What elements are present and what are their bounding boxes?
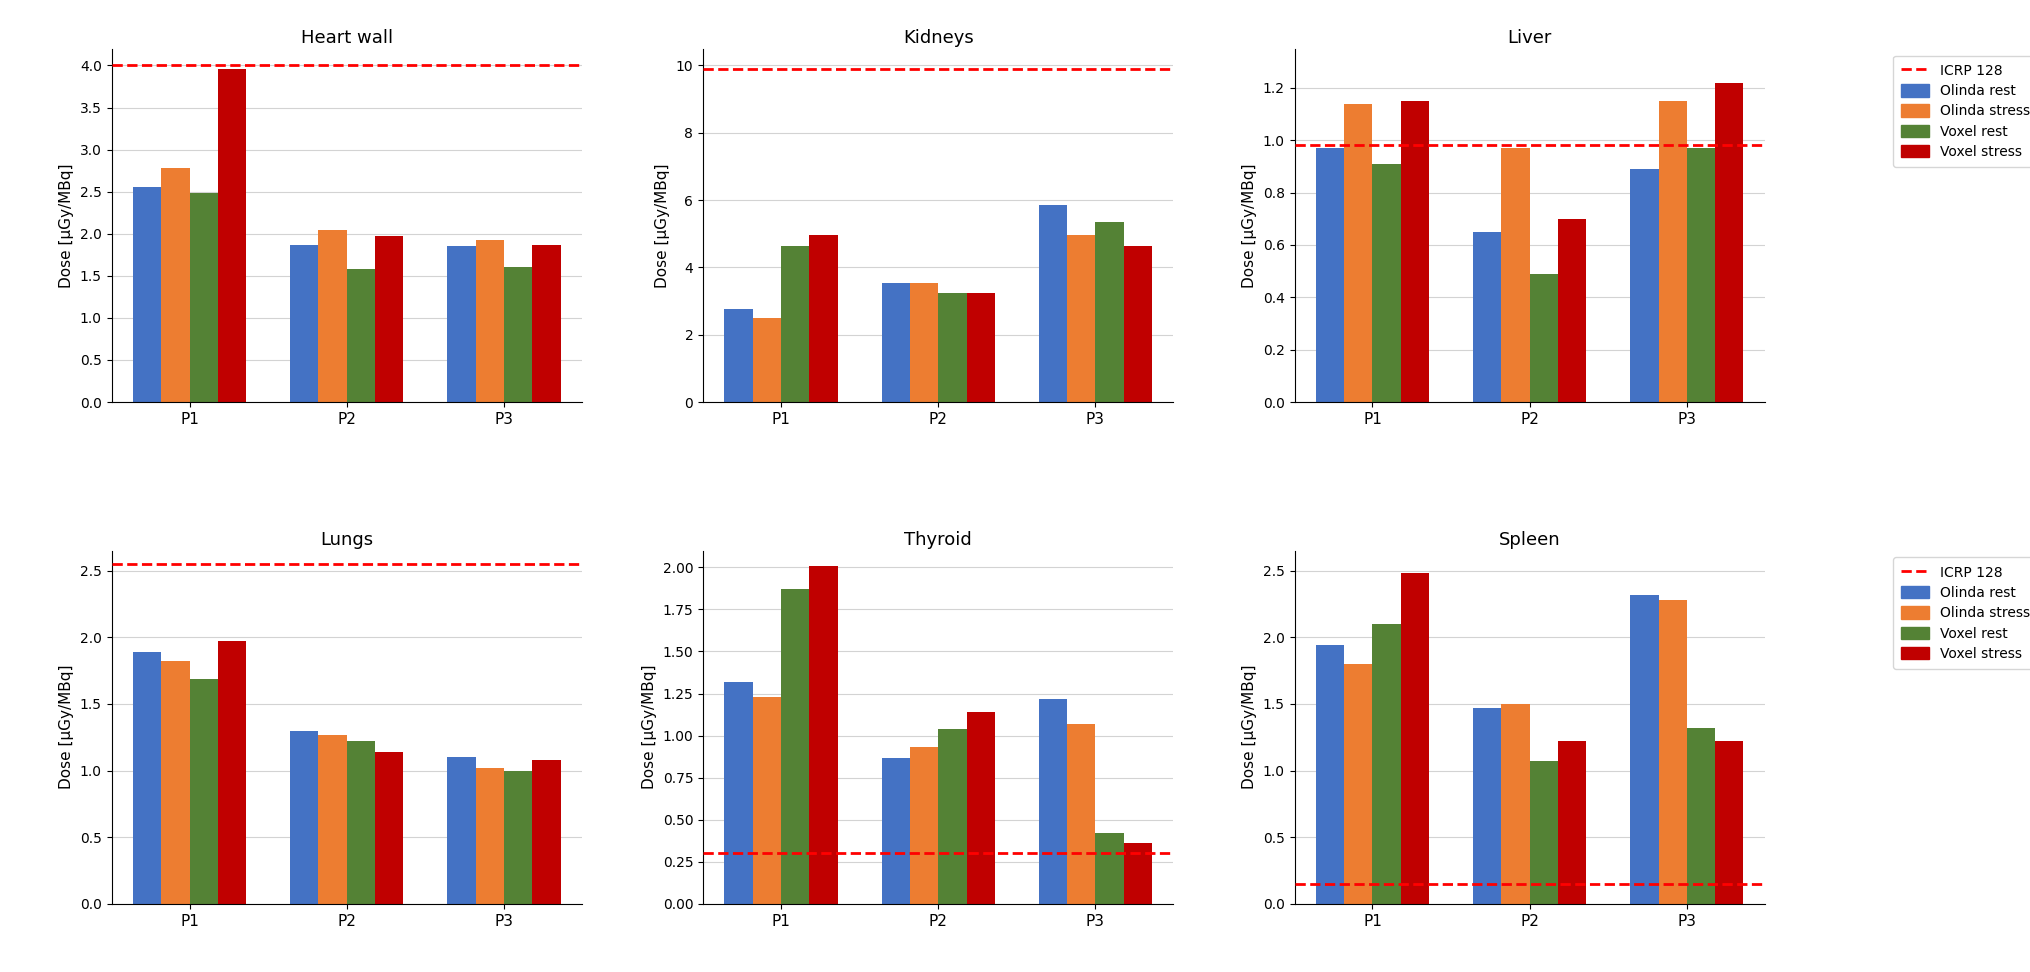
Bar: [1659, 600, 1687, 904]
Bar: [1687, 148, 1715, 402]
Title: Liver: Liver: [1508, 29, 1551, 47]
Bar: [290, 245, 319, 402]
Bar: [1315, 148, 1344, 402]
Bar: [475, 240, 503, 402]
Bar: [881, 283, 909, 402]
Bar: [1096, 222, 1125, 402]
Bar: [319, 735, 347, 904]
Bar: [810, 235, 838, 402]
Y-axis label: Dose [μGy/MBq]: Dose [μGy/MBq]: [656, 163, 670, 288]
Bar: [1372, 164, 1401, 402]
Bar: [966, 293, 995, 402]
Title: Heart wall: Heart wall: [300, 29, 394, 47]
Title: Thyroid: Thyroid: [903, 531, 972, 549]
Bar: [881, 757, 909, 904]
Bar: [475, 768, 503, 904]
Bar: [1125, 844, 1151, 904]
Bar: [1344, 104, 1372, 402]
Title: Kidneys: Kidneys: [903, 29, 974, 47]
Legend: ICRP 128, Olinda rest, Olinda stress, Voxel rest, Voxel stress: ICRP 128, Olinda rest, Olinda stress, Vo…: [1892, 55, 2030, 167]
Bar: [782, 589, 810, 904]
Bar: [1659, 101, 1687, 402]
Bar: [1630, 169, 1659, 402]
Bar: [782, 246, 810, 402]
Bar: [447, 757, 475, 904]
Bar: [1715, 742, 1744, 904]
Bar: [290, 731, 319, 904]
Bar: [1068, 724, 1096, 904]
Bar: [1372, 624, 1401, 904]
Bar: [160, 168, 189, 402]
Bar: [909, 747, 938, 904]
Bar: [1096, 833, 1125, 904]
Bar: [134, 652, 160, 904]
Bar: [1068, 235, 1096, 402]
Bar: [1039, 205, 1068, 402]
Bar: [1715, 83, 1744, 402]
Title: Spleen: Spleen: [1498, 531, 1561, 549]
Bar: [1557, 742, 1585, 904]
Bar: [217, 69, 246, 402]
Bar: [1502, 148, 1531, 402]
Y-axis label: Dose [μGy/MBq]: Dose [μGy/MBq]: [1242, 665, 1257, 789]
Bar: [503, 267, 532, 402]
Bar: [189, 678, 217, 904]
Bar: [319, 230, 347, 402]
Bar: [753, 697, 782, 904]
Bar: [1039, 699, 1068, 904]
Y-axis label: Dose [μGy/MBq]: Dose [μGy/MBq]: [1242, 163, 1257, 288]
Bar: [1502, 704, 1531, 904]
Bar: [1531, 274, 1557, 402]
Bar: [1531, 761, 1557, 904]
Bar: [1687, 728, 1715, 904]
Title: Lungs: Lungs: [321, 531, 374, 549]
Bar: [447, 246, 475, 402]
Bar: [134, 188, 160, 402]
Bar: [753, 318, 782, 402]
Bar: [1474, 232, 1502, 402]
Bar: [347, 742, 376, 904]
Y-axis label: Dose [μGy/MBq]: Dose [μGy/MBq]: [59, 163, 75, 288]
Bar: [810, 566, 838, 904]
Y-axis label: Dose [μGy/MBq]: Dose [μGy/MBq]: [59, 665, 75, 789]
Bar: [217, 642, 246, 904]
Bar: [725, 309, 753, 402]
Bar: [725, 681, 753, 904]
Bar: [1315, 645, 1344, 904]
Bar: [189, 192, 217, 402]
Bar: [1401, 573, 1429, 904]
Bar: [1630, 595, 1659, 904]
Bar: [503, 771, 532, 904]
Bar: [160, 661, 189, 904]
Bar: [909, 283, 938, 402]
Bar: [966, 712, 995, 904]
Y-axis label: Dose [μGy/MBq]: Dose [μGy/MBq]: [641, 665, 658, 789]
Bar: [532, 760, 560, 904]
Bar: [1344, 664, 1372, 904]
Bar: [1557, 219, 1585, 402]
Bar: [376, 236, 404, 402]
Bar: [532, 245, 560, 402]
Bar: [376, 752, 404, 904]
Legend: ICRP 128, Olinda rest, Olinda stress, Voxel rest, Voxel stress: ICRP 128, Olinda rest, Olinda stress, Vo…: [1892, 558, 2030, 669]
Bar: [347, 269, 376, 402]
Bar: [938, 729, 966, 904]
Bar: [1401, 101, 1429, 402]
Bar: [938, 293, 966, 402]
Bar: [1474, 708, 1502, 904]
Bar: [1125, 246, 1151, 402]
